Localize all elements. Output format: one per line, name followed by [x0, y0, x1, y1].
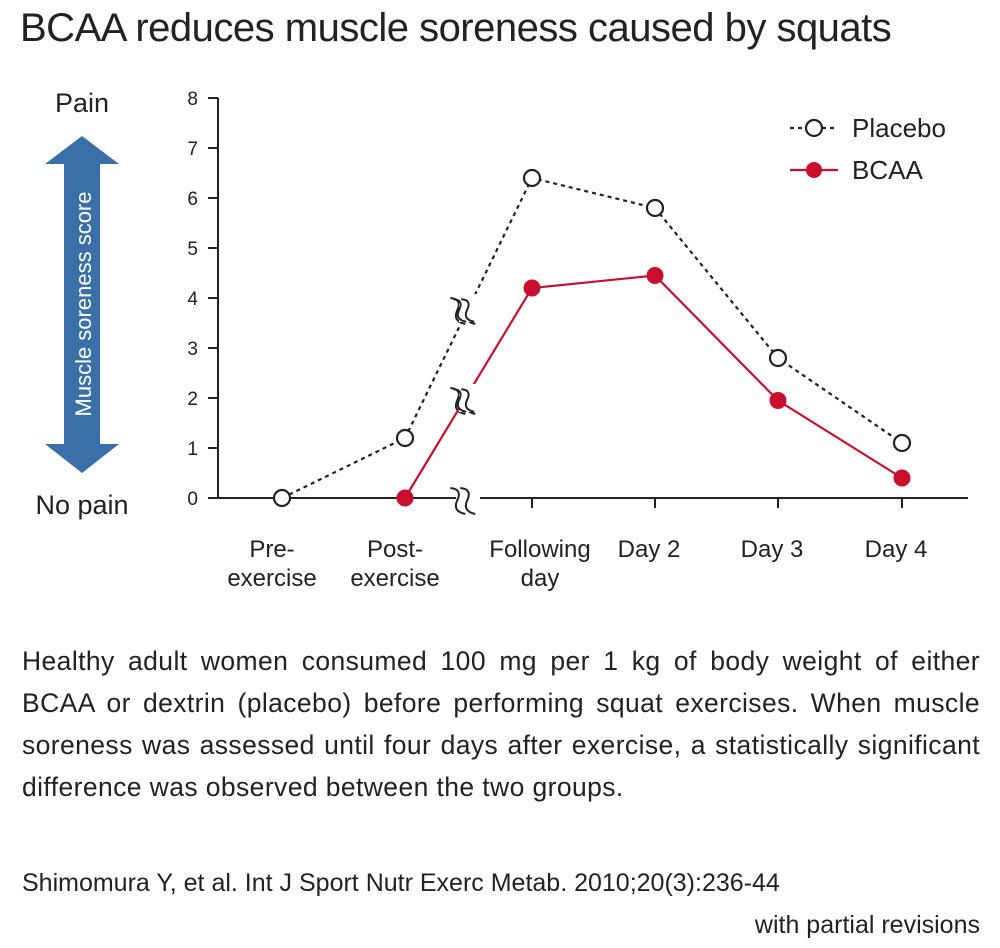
y-tick-label: 1 — [187, 439, 198, 460]
x-tick-label: Post-exercise — [350, 536, 439, 592]
legend-marker-bcaa — [806, 162, 822, 178]
data-point-bcaa — [523, 279, 541, 297]
y-tick-label: 6 — [187, 189, 198, 210]
data-point-placebo — [522, 168, 542, 188]
data-point-placebo — [272, 488, 292, 508]
axis-break-mark — [450, 482, 480, 515]
x-tick-label: Following day — [489, 536, 590, 592]
data-point-placebo — [768, 348, 788, 368]
reference-citation: Shimomura Y, et al. Int J Sport Nutr Exe… — [22, 869, 780, 897]
data-point-placebo — [395, 428, 415, 448]
y-tick-label: 3 — [187, 339, 198, 360]
reference-note: with partial revisions — [754, 911, 980, 939]
double-arrow-icon — [45, 136, 119, 473]
data-point-placebo — [645, 198, 665, 218]
legend-marker-placebo — [804, 118, 824, 138]
y-tick-label: 4 — [187, 289, 198, 310]
y-label-top: Pain — [55, 88, 109, 118]
x-tick-label: Day 2 — [618, 536, 681, 563]
y-tick-label: 7 — [187, 139, 198, 160]
series-break-mark — [453, 384, 477, 413]
legend-label-bcaa: BCAA — [852, 155, 923, 185]
y-tick-label: 5 — [187, 239, 198, 260]
y-axis-labels: Pain No pain Muscle soreness score — [35, 88, 128, 520]
line-chart: 0 1 2 3 4 5 6 7 8 Pre-exercise Post-exercise Follow… — [35, 88, 968, 592]
y-label-bottom: No pain — [35, 490, 128, 520]
data-point-bcaa — [769, 392, 787, 409]
y-tick-label: 0 — [187, 489, 198, 510]
data-point-bcaa — [893, 469, 911, 487]
y-tick-label: 8 — [187, 89, 198, 110]
chart-axes: 0 1 2 3 4 5 6 7 8 Pre-exercise Post-exercise Follow… — [187, 89, 968, 592]
series-line-placebo — [281, 176, 903, 499]
x-tick-label: Day 3 — [741, 536, 804, 563]
chart-title: BCAA reduces muscle soreness caused by s… — [20, 6, 892, 50]
chart-series — [272, 168, 912, 508]
chart-description: Healthy adult women consumed 100 mg per … — [22, 646, 980, 802]
x-tick-label: Day 4 — [865, 536, 928, 563]
y-tick-label: 2 — [187, 389, 198, 410]
chart-legend: Placebo BCAA — [790, 113, 946, 185]
y-axis-label: Muscle soreness score — [71, 192, 96, 417]
legend-label-placebo: Placebo — [852, 113, 946, 143]
x-tick-label: Pre-exercise — [227, 536, 316, 592]
data-point-placebo — [892, 433, 912, 453]
reference: Shimomura Y, et al. Int J Sport Nutr Exe… — [22, 862, 980, 946]
data-point-bcaa — [646, 267, 664, 284]
data-point-bcaa — [396, 489, 414, 507]
series-break-mark — [453, 294, 477, 323]
